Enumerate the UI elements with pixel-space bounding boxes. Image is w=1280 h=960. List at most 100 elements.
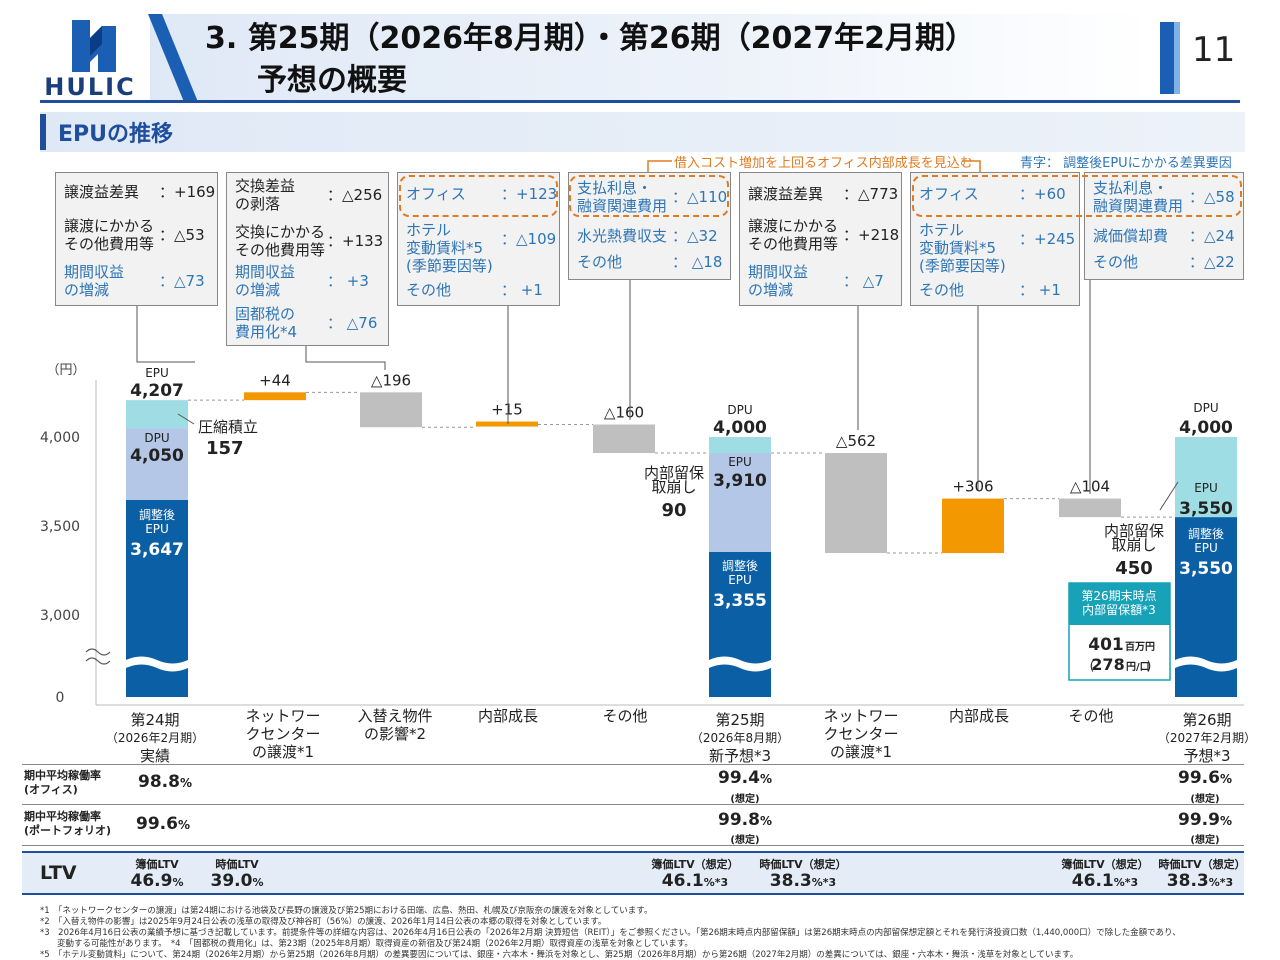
category-label-1-line-2: の譲渡*1 (251, 743, 315, 761)
ltv-24-market-value: 39.0% (210, 871, 264, 891)
callout-c1-label-2: 期間収益 の増減 (64, 263, 125, 299)
category-label-5: 第25期 （2026年8月期） 新予想*3 (685, 711, 795, 765)
bar-9-adjusted-value: 3,550 (1179, 559, 1233, 579)
reserve-box-paren-open: ( (1090, 659, 1095, 673)
category-label-5-line-1: （2026年8月期） (690, 731, 790, 745)
reserve-box-unit: 百万円 (1125, 641, 1155, 653)
bar-9-break (1175, 656, 1237, 672)
category-label-8-line-0: その他 (1068, 707, 1114, 725)
category-label-4: その他 (570, 707, 680, 725)
bar-5-adjusted-epu (709, 551, 771, 697)
category-label-1: ネットワー クセンター の譲渡*1 (228, 707, 338, 761)
occupancy-portfolio-label: 期中平均稼働率 (ポートフォリオ) (24, 810, 112, 837)
reserve-box-sub-value: 278 (1091, 655, 1124, 674)
bar-9-dpu-value: 4,000 (1179, 418, 1233, 438)
bar-9-epu-value: 3,550 (1179, 499, 1233, 519)
callout-c7-value-0: ：△58 (1189, 188, 1235, 206)
ltv-24-book-label: 簿価LTV (135, 858, 179, 871)
callout-c1: 譲渡益差異 ：+169 譲渡にかかる その他費用等 ：△53 期間収益 の増減 ：△73 (55, 172, 218, 306)
reserve-box-paren-close: ) (1147, 659, 1152, 673)
callout-c1-value-0: ：+169 (159, 183, 216, 201)
callout-c7-value-1: ：△24 (1189, 227, 1235, 245)
dashed-highlight-26 (912, 175, 1242, 217)
y-tick-label-1: 3,000 (40, 608, 80, 624)
bracket-line (647, 160, 981, 172)
callout-c7: 支払利息・ 融資関連費用 ：△58 減価償却費 ：△24 その他 ：△22 (1084, 172, 1244, 280)
reserve-label: 圧縮積立 (198, 418, 258, 436)
delta-label-4: △160 (604, 404, 644, 422)
callout-c3-label-2: その他 (406, 281, 452, 299)
category-label-4-line-0: その他 (602, 707, 648, 725)
category-label-6-line-2: の譲渡*1 (829, 743, 893, 761)
delta-bar-6 (825, 453, 887, 554)
callout-c3: オフィス ：+123 ホテル 変動賃料*5 (季節要因等) ：△109 その他 ： +1 (397, 172, 560, 306)
draw2-pointer (1159, 481, 1179, 511)
footnote-2: *2 「入替え物件の影響」は2025年9月24日公表の浅草の取得及び神谷町（56… (40, 917, 607, 927)
delta-bar-4 (593, 424, 655, 454)
category-label-3-line-0: 内部成長 (477, 707, 538, 725)
y-tick-label-2: 3,500 (40, 519, 80, 535)
bar-0-adjusted-caption-1: EPU (145, 522, 169, 536)
category-label-1-line-1: クセンター (245, 725, 321, 743)
callout-c2-label-2: 期間収益 の増減 (235, 263, 296, 299)
ltv-24-book-value: 46.9% (130, 871, 184, 891)
callout-c4-label-2: その他 (577, 253, 623, 271)
category-label-3: 内部成長 (453, 707, 563, 725)
category-label-9-line-2: 予想*3 (1183, 747, 1231, 765)
y-tick-label-0: 0 (56, 690, 65, 706)
draw1-label-0: 内部留保 (644, 464, 704, 482)
callout-c6: オフィス ：+60 ホテル 変動賃料*5 (季節要因等) ：+245 その他 ： +1 (910, 172, 1080, 306)
bar-5-dpu-caption-0: DPU (727, 403, 752, 417)
title-underline (40, 100, 1240, 103)
bar-0-break (126, 656, 188, 672)
ltv-25-market-label: 時価LTV（想定） (759, 858, 847, 871)
occupancy-office-25-assumed: (想定) (730, 794, 760, 805)
category-label-9: 第26期 （2027年2月期） 予想*3 (1152, 711, 1262, 765)
title-slash (148, 14, 198, 102)
axis-break-symbol (85, 648, 111, 665)
category-label-5-line-0: 第25期 (715, 711, 765, 729)
occupancy-office-25: 99.4% (718, 768, 772, 788)
category-label-9-line-0: 第26期 (1182, 711, 1232, 729)
row-separator-1 (22, 764, 1244, 765)
callout-c5-label-0: 譲渡益差異 (748, 185, 824, 203)
bar-9-adjusted-caption-1: EPU (1194, 541, 1218, 555)
callout-c3-value-1: ：△109 (501, 230, 557, 248)
callout-c6-value-2: ： +1 (1019, 281, 1061, 299)
callout-c2-label-3: 固都税の 費用化*4 (235, 305, 298, 341)
reserve-box-value: 401 (1088, 635, 1124, 655)
hulic-logo: HULIC (44, 20, 135, 100)
callout-c5-value-0: ：△773 (843, 185, 899, 203)
section-marker (40, 114, 46, 150)
y-tick-label-3: 4,000 (40, 430, 80, 446)
ltv-25-market-value: 38.3%*3 (769, 871, 837, 891)
footnote-5: *5 「ホテル変動賃料」について、第24期（2026年2月期）から第25期（20… (40, 950, 1079, 960)
footnote-3-cont: 変動する可能性があります。 *4 「固都税の費用化」は、第23期（2025年8月… (40, 939, 693, 949)
callout-c2-value-1: ：+133 (327, 232, 384, 250)
draw1-value: 90 (661, 500, 686, 521)
callout-c3-label-0: オフィス (406, 185, 466, 203)
occupancy-portfolio-26: 99.9% (1178, 810, 1232, 830)
page-title: 3. 第25期（2026年8月期）・第26期（2027年2月期） 予想の概要 (205, 18, 975, 102)
reserve-box-sub-unit: 円/口 (1126, 661, 1150, 673)
category-label-6-line-0: ネットワー (823, 707, 899, 725)
row-separator-2 (22, 804, 1244, 805)
draw2-label-0: 内部留保 (1104, 522, 1164, 540)
bar-0-epu-value: 4,207 (130, 381, 184, 401)
bar-0-epu (126, 400, 188, 429)
reserve-box-title-1: 内部留保額*3 (1082, 602, 1156, 617)
delta-bar-1 (244, 392, 306, 401)
legend-note: 青字： 調整後EPUにかかる差異要因 (1020, 156, 1232, 171)
callout-c6-label-0: オフィス (919, 185, 979, 203)
callout-c2-value-2: ： +3 (327, 272, 369, 290)
category-label-0-line-2: 実績 (139, 747, 170, 765)
ltv-26-market-label: 時価LTV（想定） (1158, 858, 1246, 871)
section-title: EPUの推移 (58, 122, 174, 147)
occupancy-office-26: 99.6% (1178, 768, 1232, 788)
logo-text: HULIC (44, 73, 135, 100)
bracket-note: 借入コスト増加を上回るオフィス内部成長を見込む (674, 156, 973, 171)
page-title-line2: 予想の概要 (257, 63, 407, 98)
bar-9-epu-caption-0: EPU (1194, 481, 1218, 495)
bar-0-dpu-caption-0: DPU (144, 431, 169, 445)
